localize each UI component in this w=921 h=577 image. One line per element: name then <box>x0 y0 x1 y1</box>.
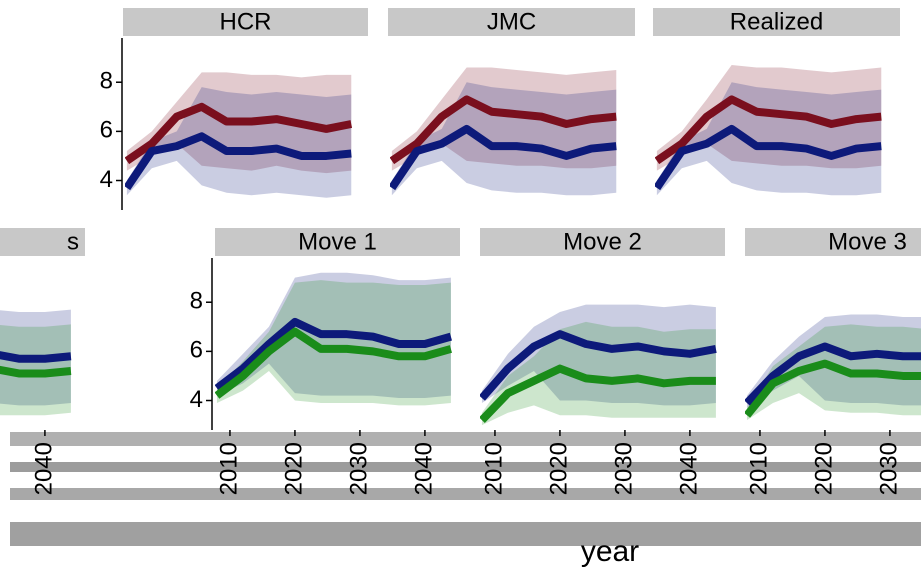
ribbon <box>391 82 617 196</box>
series-line <box>655 95 882 165</box>
x-tick-label: 2030 <box>875 442 902 495</box>
x-tick-label: 2010 <box>215 442 242 495</box>
y-tick-label: 8 <box>190 288 203 315</box>
x-tick-label: 2020 <box>810 442 837 495</box>
series-line <box>745 359 921 418</box>
x-tick-label: 2020 <box>545 442 572 495</box>
x-tick-label: 2040 <box>410 442 437 495</box>
panel <box>480 304 717 426</box>
panel <box>125 72 353 198</box>
facet-strip <box>480 228 725 256</box>
facet-title: s <box>67 228 79 255</box>
series-line <box>655 124 882 191</box>
ribbon <box>481 321 716 426</box>
facet-title: Realized <box>730 8 823 35</box>
series-line <box>390 95 617 165</box>
series-line <box>745 342 921 406</box>
ribbon <box>391 67 617 171</box>
x-tick-label: 2040 <box>675 442 702 495</box>
facet-strip <box>215 228 460 256</box>
panel <box>390 67 617 196</box>
series-line <box>215 327 452 399</box>
y-tick-label: 6 <box>190 337 203 364</box>
x-tick-label: 2040 <box>30 442 57 495</box>
x-tick-label: 2030 <box>345 442 372 495</box>
facet-strip <box>745 228 921 256</box>
series-line <box>215 317 452 392</box>
panel <box>0 309 72 416</box>
ribbon <box>656 82 882 196</box>
panel <box>215 272 452 406</box>
y-tick-label: 4 <box>190 386 203 413</box>
glitch-stripes <box>10 432 921 546</box>
ribbon <box>746 324 921 421</box>
series-line <box>0 351 72 363</box>
ribbon <box>216 280 451 406</box>
facet-strip <box>123 8 368 36</box>
facet-title: JMC <box>487 8 536 35</box>
panel <box>745 314 921 421</box>
y-tick-label: 8 <box>100 68 113 95</box>
facet-title: HCR <box>220 8 272 35</box>
ribbon <box>746 314 921 408</box>
x-tick-label: 2010 <box>480 442 507 495</box>
series-line <box>125 102 353 165</box>
ribbon <box>126 87 352 198</box>
facet-strip <box>653 8 900 36</box>
x-tick-label: 2030 <box>610 442 637 495</box>
series-line <box>390 124 617 191</box>
facet-title: Move 3 <box>828 228 907 255</box>
facet-title: Move 1 <box>298 228 377 255</box>
series-line <box>0 365 72 378</box>
x-tick-label: 2020 <box>280 442 307 495</box>
x-tick-label: 2010 <box>745 442 772 495</box>
series-line <box>480 330 717 401</box>
x-axis-title: year <box>581 535 639 568</box>
panel <box>655 65 882 196</box>
facet-title: Move 2 <box>563 228 642 255</box>
facet-strip <box>388 8 635 36</box>
y-tick-label: 6 <box>100 117 113 144</box>
series-line <box>480 364 716 423</box>
series-line <box>125 132 352 191</box>
facet-strip <box>0 228 85 256</box>
y-tick-label: 4 <box>100 166 113 193</box>
